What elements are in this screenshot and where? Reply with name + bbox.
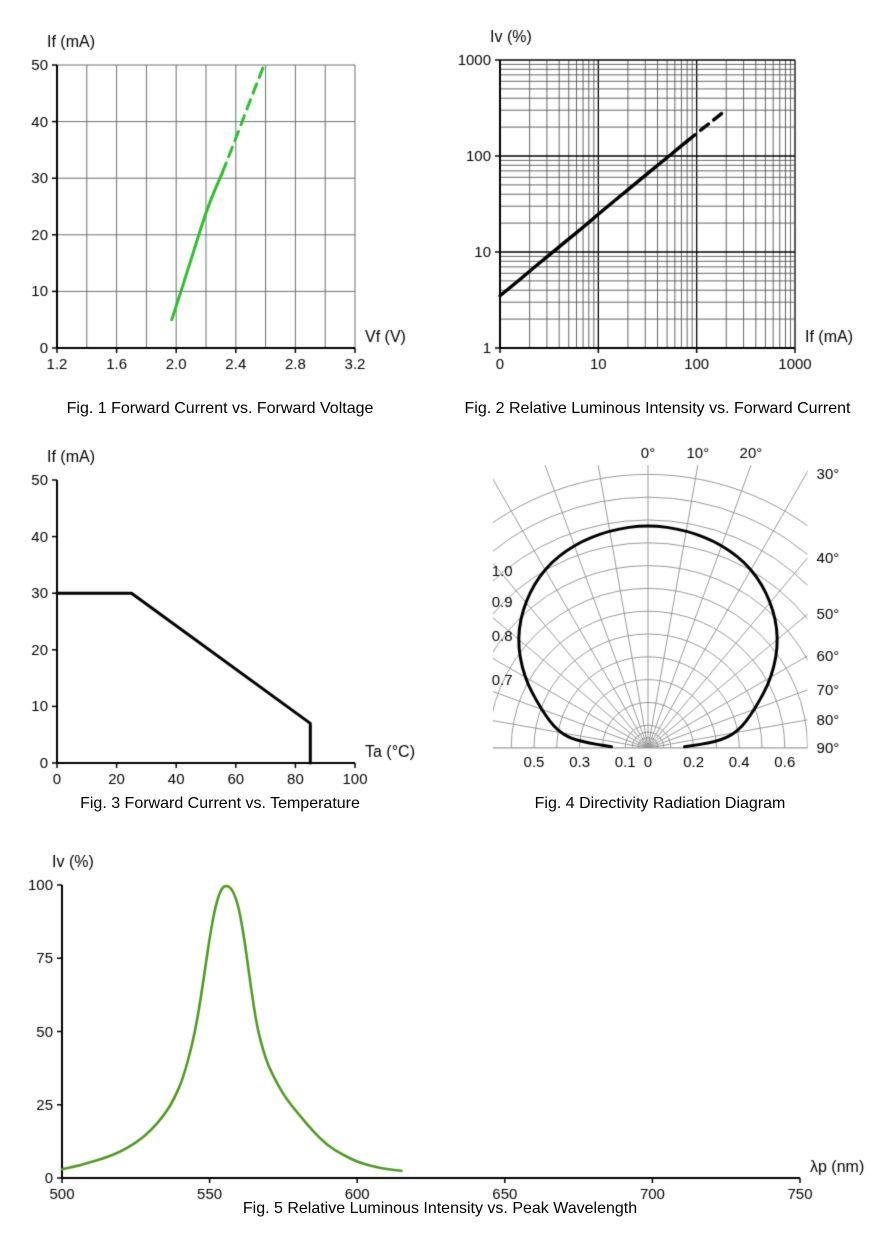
fig4-directivity-polar-chart — [445, 430, 875, 795]
figure-forward-current-vs-temperature: Fig. 3 Forward Current vs. Temperature — [10, 430, 430, 813]
fig5-caption: Fig. 5 Relative Luminous Intensity vs. P… — [242, 1200, 638, 1217]
fig1-forward-current-vs-voltage-chart — [10, 15, 430, 400]
fig4-caption: Fig. 4 Directivity Radiation Diagram — [534, 795, 786, 812]
fig1-caption: Fig. 1 Forward Current vs. Forward Volta… — [66, 400, 374, 417]
figure-directivity-radiation-diagram: Fig. 4 Directivity Radiation Diagram — [445, 430, 875, 813]
fig3-derating-chart — [10, 430, 430, 795]
fig3-caption: Fig. 3 Forward Current vs. Temperature — [80, 795, 360, 812]
fig2-luminous-intensity-vs-current-chart — [445, 15, 870, 400]
figure-forward-current-vs-forward-voltage: Fig. 1 Forward Current vs. Forward Volta… — [10, 15, 430, 418]
figure-luminous-intensity-vs-peak-wavelength: Fig. 5 Relative Luminous Intensity vs. P… — [5, 855, 875, 1218]
fig5-spectral-distribution-chart — [5, 855, 875, 1200]
figure-luminous-intensity-vs-forward-current: Fig. 2 Relative Luminous Intensity vs. F… — [445, 15, 870, 418]
fig2-caption: Fig. 2 Relative Luminous Intensity vs. F… — [464, 400, 851, 417]
